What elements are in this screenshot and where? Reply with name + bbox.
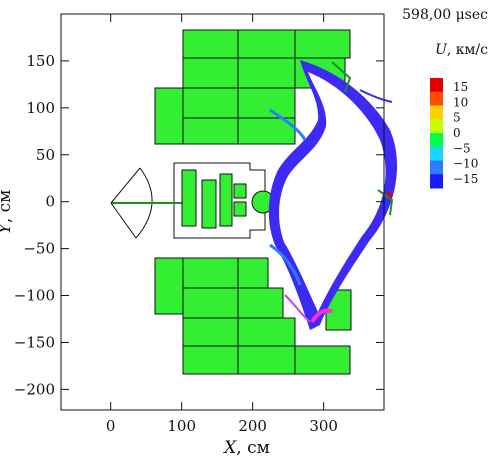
legend-tick-label: 10 <box>453 95 468 109</box>
legend-color-swatch <box>430 160 443 175</box>
y-tick-label: 50 <box>36 146 55 164</box>
y-tick-label: −100 <box>14 287 55 305</box>
y-tick-label: 0 <box>45 193 55 211</box>
y-tick-label: 100 <box>26 99 55 117</box>
legend-tick-label: −5 <box>453 141 471 155</box>
legend-color-swatch <box>430 91 443 106</box>
legend-title: U, км/с <box>435 42 488 58</box>
legend-colorbar <box>430 78 443 189</box>
legend-tick-label: 15 <box>453 80 468 94</box>
y-tick-label: −50 <box>23 240 55 258</box>
x-tick-label: 300 <box>309 417 338 435</box>
legend-tick-label: −10 <box>453 157 478 171</box>
velocity-field <box>268 60 398 330</box>
y-axis-title: Y, см <box>0 190 15 235</box>
legend-tick-label: 0 <box>453 126 461 140</box>
legend-tick-label: −15 <box>453 172 478 186</box>
x-axis-title: X, см <box>222 438 270 458</box>
y-tick-label: 150 <box>26 52 55 70</box>
device-internals <box>181 169 275 229</box>
y-ticks: 150 100 50 0 −50 −100 −150 −200 <box>14 52 384 398</box>
x-ticks: 0 100 200 300 <box>106 14 338 435</box>
x-tick-label: 200 <box>238 417 267 435</box>
legend-color-swatch <box>430 78 443 93</box>
x-tick-label: 0 <box>106 417 116 435</box>
legend-color-swatch <box>430 119 443 134</box>
legend-color-swatch <box>430 146 443 161</box>
legend-color-swatch <box>430 105 443 120</box>
plot-border <box>60 13 385 411</box>
device-outline <box>110 162 266 239</box>
x-tick-label: 100 <box>167 417 196 435</box>
y-tick-label: −150 <box>14 333 55 351</box>
legend-tick-label: 5 <box>453 111 461 125</box>
legend-color-swatch <box>430 133 443 148</box>
time-label: 598,00 μsec <box>402 7 488 23</box>
y-tick-label: −200 <box>14 380 55 398</box>
legend-color-swatch <box>430 174 443 189</box>
